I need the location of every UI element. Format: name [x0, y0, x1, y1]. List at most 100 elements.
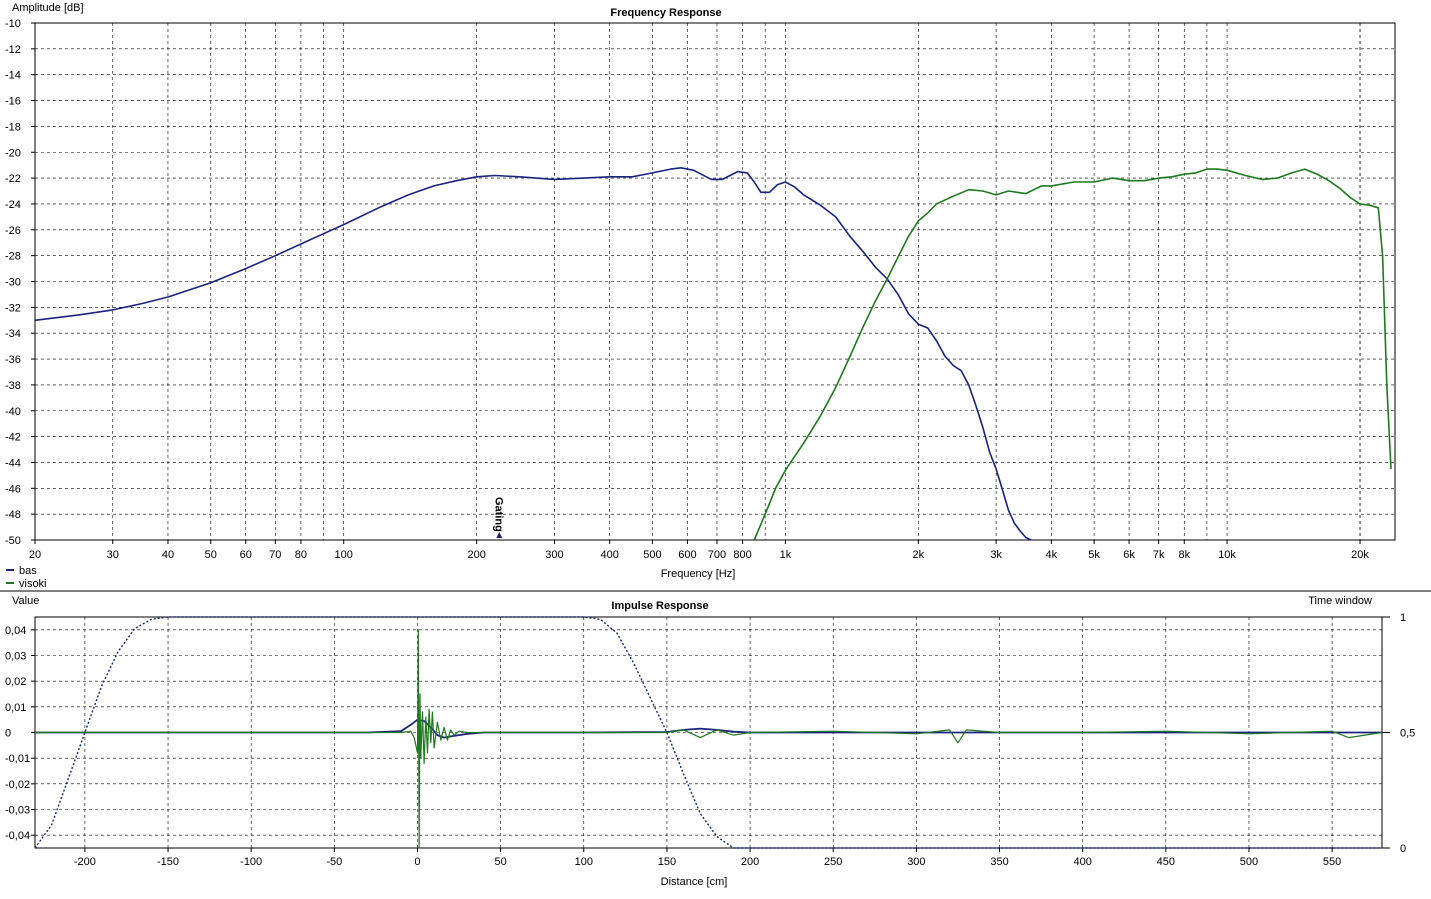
legend: bas visoki [6, 565, 47, 590]
freq-y-tick-label: -50 [5, 535, 21, 547]
freq-y-tick-label: -10 [5, 18, 21, 30]
freq-y-tick-label: -22 [5, 173, 21, 185]
imp-x-tick-label: 350 [990, 856, 1008, 868]
freq-y-tick-label: -36 [5, 354, 21, 366]
freq-y-tick-label: -20 [5, 147, 21, 159]
imp-y-tick-label: 0,01 [5, 702, 26, 714]
freq-x-tick-label: 300 [545, 549, 563, 561]
freq-xlabel: Frequency [Hz] [661, 568, 736, 580]
imp-y-tick-label: 0 [5, 728, 11, 740]
freq-x-tick-label: 20k [1351, 549, 1369, 561]
imp-x-tick-label: 200 [741, 856, 759, 868]
freq-y-tick-label: -42 [5, 432, 21, 444]
freq-grid [34, 22, 1396, 541]
series-line-visoki [753, 168, 1392, 541]
freq-x-tick-label: 3k [990, 549, 1002, 561]
imp-y-tick-label: -0,02 [5, 779, 30, 791]
freq-x-tick-label: 80 [295, 549, 307, 561]
freq-y-tick-label: -34 [5, 328, 21, 340]
imp-x-tick-label: 300 [907, 856, 925, 868]
series-line-time-window [34, 616, 1382, 849]
series-line-visoki [35, 629, 1383, 849]
imp-x-tick-label: 150 [658, 856, 676, 868]
freq-y-tick-label: -40 [5, 406, 21, 418]
freq-x-tick-label: 70 [269, 549, 281, 561]
legend-item-bas: bas [19, 565, 37, 577]
freq-y-tick-label: -12 [5, 44, 21, 56]
imp-x-tick-label: -150 [157, 856, 179, 868]
impulse-response-panel: Value Impulse Response Time window 0,040… [5, 595, 1415, 888]
freq-x-tick-label: 2k [913, 549, 925, 561]
gating-marker-arrow [496, 532, 503, 538]
freq-x-tick-label: 7k [1153, 549, 1165, 561]
freq-x-tick-label: 8k [1178, 549, 1190, 561]
imp-x-tick-label: -50 [326, 856, 342, 868]
imp-x-tick-label: 400 [1073, 856, 1091, 868]
freq-y-tick-label: -16 [5, 96, 21, 108]
imp-x-tick-label: 0 [414, 856, 420, 868]
imp-title: Impulse Response [611, 600, 708, 612]
freq-series [34, 167, 1392, 541]
series-line-bas [34, 167, 1032, 541]
freq-x-tick-label: 1k [780, 549, 792, 561]
imp-y2-tick-label: 0,5 [1400, 728, 1415, 740]
freq-x-tick-label: 6k [1123, 549, 1135, 561]
imp-x-tick-label: 250 [824, 856, 842, 868]
freq-y-tick-label: -28 [5, 251, 21, 263]
freq-x-ticks: 20 30 40 50 60 70 80 100 200 300 400 500 600 700 800 1k… [29, 540, 1369, 561]
freq-x-tick-label: 5k [1088, 549, 1100, 561]
imp-y-tick-label: 0,03 [5, 651, 26, 663]
imp-y-tick-label: 0,04 [5, 625, 26, 637]
imp-y-tick-label: -0,01 [5, 753, 30, 765]
freq-x-tick-label: 20 [29, 549, 41, 561]
freq-y-tick-label: -18 [5, 121, 21, 133]
imp-y-tick-label: 0,02 [5, 676, 26, 688]
imp-x-ticks: -200 -150 -100 -50 0 50 100 150 200 250 300 350 400 4… [74, 848, 1341, 868]
freq-y-tick-label: -26 [5, 225, 21, 237]
freq-x-tick-label: 40 [162, 549, 174, 561]
imp-x-tick-label: 100 [575, 856, 593, 868]
imp-x-tick-label: 450 [1157, 856, 1175, 868]
freq-x-tick-label: 10k [1218, 549, 1236, 561]
freq-x-tick-label: 30 [107, 549, 119, 561]
legend-item-visoki: visoki [19, 578, 47, 590]
freq-x-tick-label: 50 [205, 549, 217, 561]
frequency-response-panel: Amplitude [dB] Frequency Response -10 -12… [5, 2, 1396, 580]
freq-ylabel: Amplitude [dB] [12, 2, 84, 14]
series-line-bas [35, 718, 1382, 739]
imp-x-tick-label: 550 [1323, 856, 1341, 868]
freq-x-tick-label: 400 [600, 549, 618, 561]
freq-y-tick-label: -32 [5, 302, 21, 314]
freq-x-tick-label: 60 [240, 549, 252, 561]
freq-title: Frequency Response [610, 7, 721, 19]
imp-y-tick-label: -0,04 [5, 830, 30, 842]
imp-x-tick-label: 50 [495, 856, 507, 868]
imp-y-ticks: 0,04 0,03 0,02 0,01 0 -0,01 -0,02 -0,03 -0,04 [5, 625, 35, 842]
freq-x-tick-label: 700 [708, 549, 726, 561]
freq-x-tick-label: 800 [733, 549, 751, 561]
freq-x-tick-label: 600 [678, 549, 696, 561]
imp-x-tick-label: -100 [240, 856, 262, 868]
imp-y-tick-label: -0,03 [5, 805, 30, 817]
freq-x-tick-label: 500 [643, 549, 661, 561]
freq-y-tick-label: -38 [5, 380, 21, 392]
imp-x-tick-label: -200 [74, 856, 96, 868]
imp-x-tick-label: 500 [1240, 856, 1258, 868]
imp-xlabel: Distance [cm] [661, 876, 728, 888]
freq-y-tick-label: -30 [5, 277, 21, 289]
gating-marker-label: Gating [492, 497, 504, 532]
imp-ylabel: Value [12, 595, 39, 607]
imp-y2label: Time window [1308, 595, 1372, 607]
freq-y-tick-label: -24 [5, 199, 21, 211]
imp-y2-ticks: 10,50 [1382, 612, 1415, 855]
imp-series [34, 616, 1383, 849]
freq-x-tick-label: 4k [1045, 549, 1057, 561]
freq-x-tick-label: 200 [467, 549, 485, 561]
freq-y-tick-label: -46 [5, 483, 21, 495]
imp-y2-tick-label: 1 [1400, 612, 1406, 624]
freq-y-ticks: -10 -12 -14 -16 -18 -20 -22 -24 -26 -28 -30 -32 -34 -… [5, 18, 35, 547]
freq-y-tick-label: -14 [5, 70, 21, 82]
freq-x-tick-label: 100 [335, 549, 353, 561]
freq-y-tick-label: -44 [5, 457, 21, 469]
